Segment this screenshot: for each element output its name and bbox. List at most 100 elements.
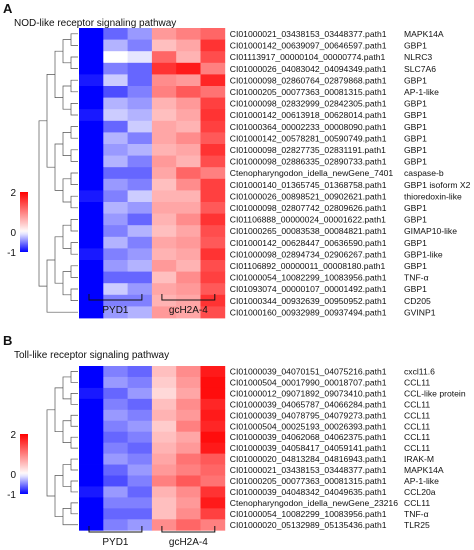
heatmap-cell [103,202,128,214]
heatmap-cell [79,431,104,444]
heatmap-cell [200,74,226,87]
row-gene-label: NLRC3 [404,52,432,62]
row-id-label: CI01000142_00578281_00590749.path1 [230,133,387,143]
heatmap-cell [79,225,104,238]
heatmap-cell [79,475,104,487]
row-gene-label: GBP1 [404,75,427,85]
heatmap-cell [103,167,128,180]
heatmap-cell [151,442,177,454]
heatmap-cell [103,28,128,40]
heatmap-cell [127,144,153,156]
heatmap-cell [103,409,128,422]
heatmap-cell [176,294,201,307]
heatmap-cell [103,442,128,454]
row-id-label: CI01113917_00000104_00000774.path1 [230,52,386,62]
heatmap-cell [151,120,177,133]
row-gene-label: TLR25 [404,520,430,530]
row-id-label: CI01000205_00077363_00081315.path1 [230,476,387,486]
row-id-label: CI01000504_00025193_00026393.path1 [230,421,387,431]
row-gene-label: thioredoxin-like [404,191,462,201]
heatmap-cell [151,190,177,203]
row-gene-label: GBP1-like [404,249,443,259]
heatmap-cell [103,376,128,389]
row-id-label: CI01000012_09071892_09073410.path1 [230,388,387,398]
heatmap-cell [176,442,201,454]
heatmap-cell [176,28,201,40]
heatmap-cell [127,508,153,520]
heatmap-cell [200,28,226,40]
heatmap-cell [103,62,128,75]
heatmap-cell [151,398,177,411]
heatmap-cell [127,294,153,307]
color-scale-tick: 0 [10,470,16,481]
row-gene-label: GBP1 [404,157,427,167]
heatmap-cell [176,132,201,145]
heatmap-cell [151,431,177,444]
heatmap-cell [79,213,104,226]
heatmap-cell [127,155,153,168]
heatmap-cell [151,74,177,87]
row-gene-label: TNF-α [404,273,429,283]
heatmap-cell [200,271,226,284]
heatmap-cell [200,283,226,296]
heatmap-cell [79,442,104,454]
row-id-label: CI01093074_00000107_00001492.path1 [230,284,387,294]
row-id-label: CI01000039_04070151_04075216.path1 [230,367,387,377]
heatmap-cell [127,202,153,214]
row-gene-label: MAPK14A [404,29,444,39]
row-gene-label: CCL11 [404,421,430,431]
heatmap-cell [103,366,128,378]
heatmap-cell [176,39,201,52]
heatmap-cell [200,453,226,465]
row-gene-label: GBP1 [404,145,427,155]
heatmap-cell [200,366,226,378]
heatmap-a-svg: CI01000021_03438153_03448377.path1 MAPK14… [7,28,471,319]
heatmap-cell [103,236,128,249]
row-id-label: CI01000142_00628447_00636590.path1 [230,238,387,248]
heatmap-cell [79,453,104,465]
heatmap-cell [176,508,201,520]
heatmap-cell [200,420,226,433]
row-dendrogram [46,371,78,526]
heatmap-cell [79,464,104,476]
row-id-label: CI01000098_02860764_02879868.path1 [230,75,387,85]
heatmap-cell [79,387,104,400]
row-id-label: CI01000098_02832999_02842305.path1 [230,99,387,109]
heatmap-cell [103,97,128,110]
heatmap-cell [79,508,104,520]
heatmap-cell [200,178,226,191]
row-gene-label: GIMAP10-like [404,226,457,236]
heatmap-cell [79,486,104,498]
heatmap-cell [79,271,104,284]
row-id-label: CI01000205_00077363_00081315.path1 [230,87,387,97]
heatmap-cell [176,190,201,203]
heatmap-cell [151,178,177,191]
row-gene-label: CCL11 [404,432,430,442]
heatmap-cell [151,376,177,389]
heatmap-cell [176,398,201,411]
heatmap-cell [79,155,104,168]
row-id-label: CI01000039_04058417_04059141.path1 [230,443,387,453]
heatmap-cell [151,97,177,110]
heatmap-cell [151,260,177,272]
heatmap-cell [127,366,153,378]
heatmap-cell [79,28,104,40]
heatmap-cell [127,431,153,444]
heatmap-cell [103,294,128,307]
heatmap-cell [176,248,201,261]
row-id-label: CI01000098_02886335_02890733.path1 [230,157,387,167]
group-label: gcH2A-4 [169,537,208,548]
heatmap-cell [103,497,128,509]
heatmap-cell [79,519,104,531]
heatmap-cell [127,236,153,249]
row-id-label: CI01000265_00083538_00084821.path1 [230,226,387,236]
row-gene-label: caspase-b [404,168,444,178]
row-gene-label: TNF-α [404,509,429,519]
heatmap-cell [200,62,226,75]
panel-title: NOD-like receptor signaling pathway [14,18,177,29]
row-gene-label: GBP1 [404,122,427,132]
heatmap-cell [103,306,128,319]
row-gene-label: GBP1 [404,203,427,213]
color-scale-tick: 0 [10,228,16,239]
heatmap-cell [151,366,177,378]
